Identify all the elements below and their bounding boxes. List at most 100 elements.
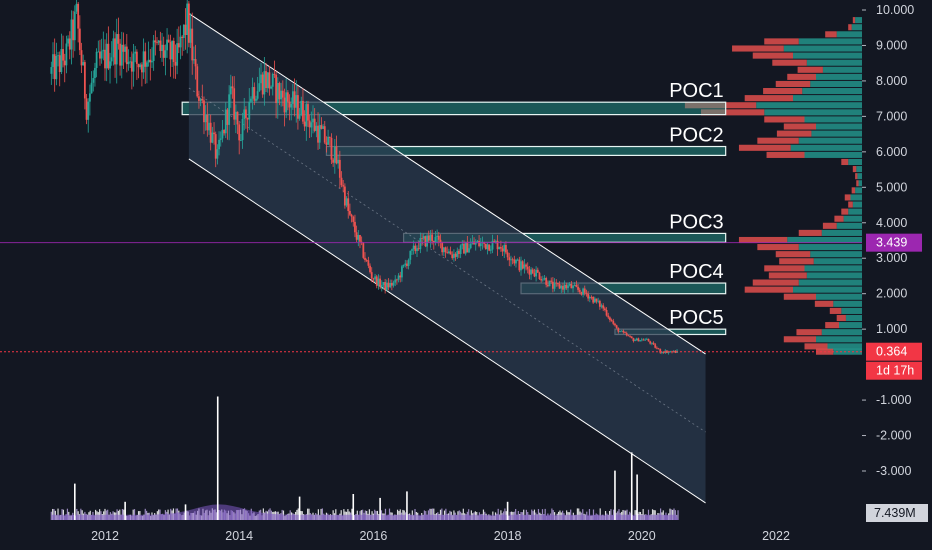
candle-body [634,340,636,342]
candle-body [592,296,595,303]
candle-body [179,36,182,48]
channel-upper-line [188,13,706,355]
candle-body [627,335,630,337]
candle-body [80,50,83,66]
candle-body [171,40,173,60]
candle-body [384,282,387,290]
candle-body [421,237,423,239]
poc-label: POC1 [669,80,723,102]
time-tick-label: 2016 [359,529,387,543]
candle-body [395,279,398,281]
candle-body [347,198,350,212]
candle-body [238,124,241,141]
candle-body [503,245,506,252]
channel-middle-line [188,87,706,433]
volume-spike [614,470,616,520]
volume-bar [429,508,431,520]
price-tick-label: 3.000 [876,251,907,265]
time-axis[interactable]: 2012 2014 2016 2018 2020 2022 [91,529,790,543]
candle-body [622,330,625,333]
candle-body [209,122,212,143]
volume-bar [642,509,644,520]
candle-body [437,235,440,240]
candle-body [447,251,450,254]
candle-body [290,103,293,108]
candle-body [612,320,615,324]
profile-bar-down [783,293,816,300]
profile-bar-up [822,66,862,73]
candle-body [151,61,153,63]
profile-bar-down [829,307,842,314]
profile-bar-up [804,265,862,272]
candle-body [404,263,407,265]
candle-body [223,129,226,134]
profile-bar-down [852,166,857,173]
candle-body [68,38,71,50]
candle-body [110,57,113,62]
candle-body [379,278,382,287]
candle-body [268,72,271,89]
candle-body [203,100,205,123]
candle-body [157,40,160,43]
candle-body [588,296,591,299]
candle-body [499,247,502,249]
candle-body [144,51,147,67]
price-candles [50,0,678,355]
candle-body [610,320,613,321]
candle-body [228,94,231,125]
profile-bar-up [806,272,862,279]
price-tick-label: -3.000 [876,464,911,478]
candle-body [196,66,199,97]
candle-body [189,28,192,43]
candle-body [77,3,80,29]
candle-body [281,90,284,98]
candle-body [177,43,180,48]
candle-body [466,242,469,253]
candle-body [578,289,581,292]
candle-body [285,92,288,113]
profile-bar-down [772,59,807,66]
candle-body [132,53,135,72]
candle-body [218,139,220,150]
volume-bar [430,508,432,520]
profile-bar-down [752,279,799,286]
candle-body [607,315,610,318]
candle-body [488,244,491,251]
candle-body [382,282,385,285]
candle-body [349,211,351,215]
candle-body [187,3,190,43]
candle-body [60,49,63,73]
candle-body [615,325,618,329]
candle-body [159,40,162,51]
candle-body [671,351,673,353]
candle-body [149,59,152,63]
profile-bar-down [744,286,793,293]
volume-spike [74,483,76,520]
profile-bar-down [834,215,844,222]
candle-body [325,142,328,145]
candle-body [191,28,194,61]
candle-body [451,254,454,259]
candle-body [278,83,281,100]
candle-body [640,339,643,341]
candle-body [422,236,425,239]
profile-bar-down [738,144,791,151]
candle-body [401,266,403,278]
time-tick-label: 2022 [762,529,790,543]
price-axis[interactable]: 10.000 9.000 8.000 7.000 6.000 5.000 4.000 3.00… [862,0,932,550]
profile-bar-up [845,314,862,322]
candle-body [644,339,647,341]
profile-bar-down [797,66,823,73]
profile-bar-down [775,80,811,88]
volume-bar [104,508,106,520]
candle-body [174,61,177,66]
candle-body [300,100,303,116]
candle-body [273,73,276,75]
profile-bar-up [790,144,862,151]
candle-body [650,342,653,344]
volume-bar [52,508,54,520]
profile-bar-down [856,180,859,187]
candle-body [67,38,69,44]
candle-body [206,114,209,131]
